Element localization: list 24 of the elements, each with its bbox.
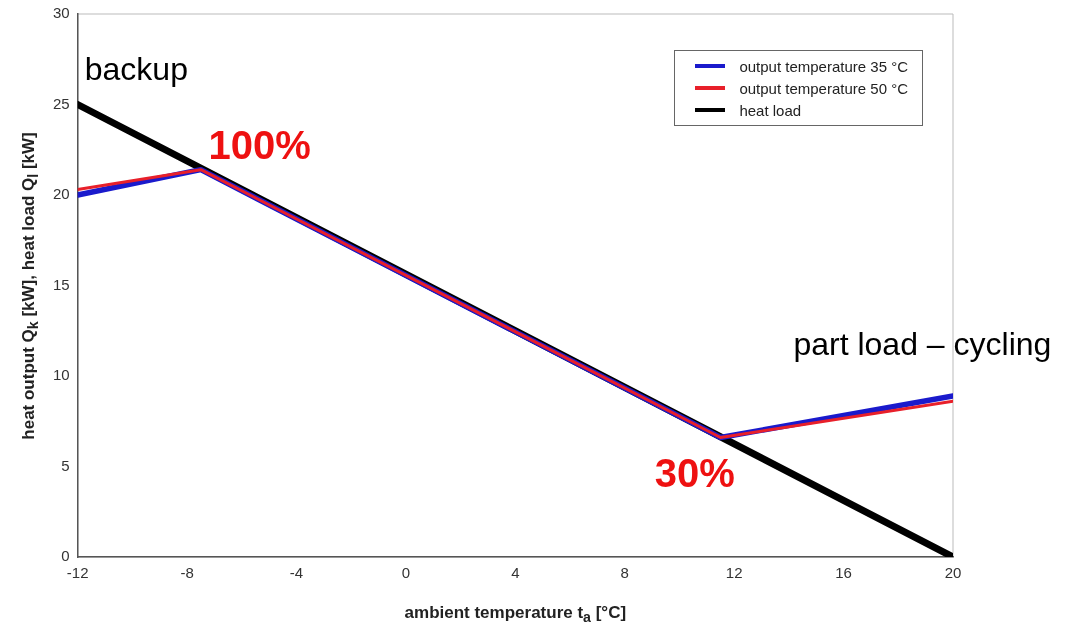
x-tick-label: 0 [401,564,411,582]
y-tick-label: 25 [53,94,70,112]
x-tick-label: -12 [66,564,89,582]
x-tick-label: 8 [620,564,629,582]
legend-label: output temperature 50 °C [739,79,908,97]
y-tick-label: 15 [53,275,70,293]
x-tick-label: 12 [725,564,743,582]
x-tick-label: -4 [289,564,304,582]
x-tick-label: -8 [180,564,194,582]
x-tick-label: 4 [511,564,520,582]
y-tick-label: 5 [61,456,70,474]
y-tick-label: 30 [53,4,70,22]
y-tick-label: 0 [61,547,70,565]
y-tick-label: 10 [53,366,70,384]
x-tick-label: 16 [835,564,852,582]
x-tick-label: 20 [944,564,962,582]
y-tick-label: 20 [53,185,70,203]
annotation: backup [84,50,188,87]
legend-label: heat load [739,101,802,119]
annotation: 100% [208,122,311,167]
legend-label: output temperature 35 °C [739,57,908,75]
annotation: 30% [654,450,735,495]
annotation: part load – cycling [793,325,1052,362]
x-axis-title: ambient temperature t$_{a}$ [°C] [404,603,627,626]
